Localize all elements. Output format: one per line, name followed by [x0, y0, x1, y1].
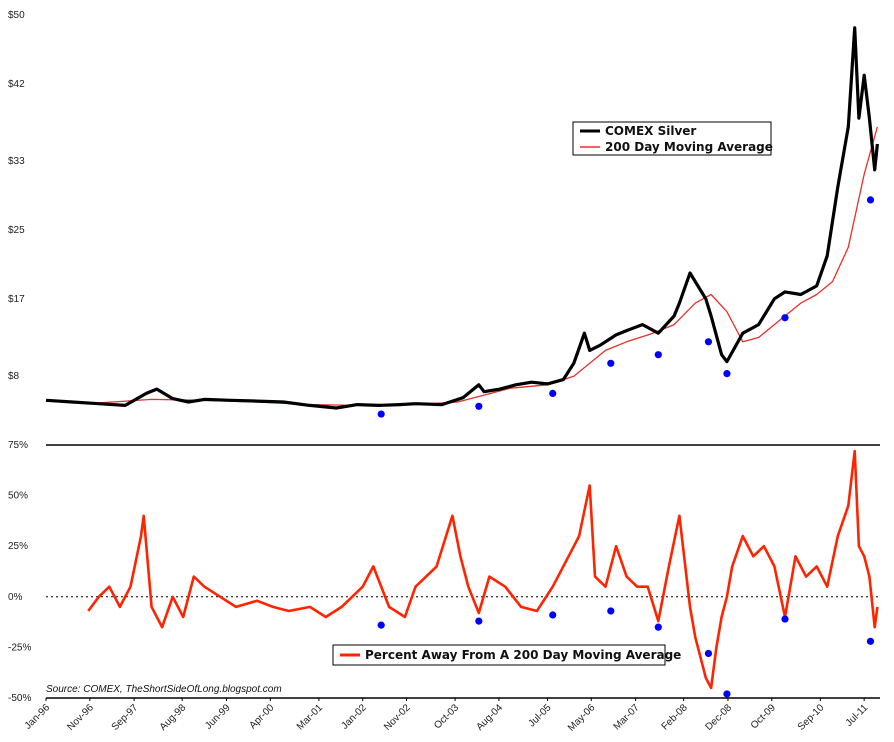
- top-y-tick-label: $25: [8, 225, 25, 236]
- x-tick-label: Jul-05: [527, 702, 554, 729]
- x-tick-label: Aug-98: [158, 702, 189, 733]
- top-y-tick-label: $8: [8, 371, 20, 382]
- bottom-y-tick-label: 50%: [8, 491, 28, 502]
- legend-label-comex-silver: COMEX Silver: [605, 124, 696, 138]
- bottom-marker-point: [723, 690, 731, 698]
- x-tick-label: May-06: [566, 702, 598, 734]
- bottom-marker-point: [704, 649, 713, 658]
- x-tick-label: Nov-02: [382, 702, 413, 733]
- x-tick-label: Oct-09: [749, 702, 778, 731]
- top-y-tick-label: $42: [8, 79, 25, 90]
- bottom-marker-point: [781, 615, 789, 623]
- top-legend: COMEX Silver 200 Day Moving Average: [572, 121, 773, 156]
- source-note: Source: COMEX, TheShortSideOfLong.blogsp…: [46, 684, 282, 695]
- bottom-y-tick-label: -50%: [8, 693, 31, 704]
- comex-silver-line: [45, 26, 879, 410]
- legend-label-moving-average: 200 Day Moving Average: [605, 140, 773, 154]
- x-axis: Jan-96 Nov-96 Sep-97 Aug-98 Jun-99 Apr-00 Mar-…: [23, 698, 871, 734]
- moving-average-line: [45, 126, 879, 407]
- bottom-legend-box: [332, 644, 666, 666]
- x-tick-label: Sep-97: [110, 702, 141, 733]
- x-tick-label: Sep-10: [796, 702, 827, 733]
- x-tick-label: Feb-08: [660, 702, 690, 732]
- x-tick-label: Oct-03: [432, 702, 461, 731]
- bottom-y-tick-label: -25%: [8, 642, 31, 653]
- percent-away-line: [87, 449, 879, 690]
- bottom-marker-point: [866, 637, 875, 645]
- x-tick-label: Mar-07: [612, 702, 642, 732]
- bottom-marker-point: [549, 611, 557, 619]
- top-marker-point: [549, 389, 557, 397]
- bottom-y-tick-label: 75%: [8, 440, 28, 451]
- x-tick-label: Aug-04: [474, 702, 505, 733]
- legend-label-percent-away: Percent Away From A 200 Day Moving Avera…: [365, 648, 681, 662]
- top-marker-point: [866, 196, 875, 204]
- series-layer: [45, 26, 879, 698]
- top-marker-point: [654, 351, 662, 359]
- bottom-panel: -50% -25% 0% 25% 50% 75%: [8, 440, 880, 704]
- bottom-legend: Percent Away From A 200 Day Moving Avera…: [332, 644, 681, 666]
- top-marker-point: [781, 314, 789, 322]
- x-tick-label: Jan-02: [339, 702, 369, 732]
- bottom-marker-point: [654, 623, 662, 631]
- x-tick-label: Jan-96: [23, 702, 53, 732]
- x-tick-label: Nov-96: [65, 702, 96, 733]
- top-legend-box: [572, 121, 772, 156]
- x-tick-label: Mar-01: [295, 702, 325, 732]
- top-y-tick-label: $33: [8, 156, 25, 167]
- x-tick-label: Jul-11: [844, 702, 871, 729]
- bottom-marker-point: [607, 607, 615, 615]
- bottom-marker-point: [475, 617, 483, 625]
- top-y-tick-label: $17: [8, 294, 25, 305]
- bottom-marker-point: [377, 621, 385, 629]
- top-marker-point: [723, 370, 731, 378]
- top-panel: $8 $17 $25 $33 $42 $50: [8, 10, 25, 382]
- x-tick-label: Jun-99: [203, 702, 233, 732]
- top-marker-point: [704, 338, 713, 346]
- bottom-y-tick-label: 0%: [8, 592, 23, 603]
- top-marker-point: [475, 402, 483, 410]
- top-marker-point: [377, 410, 385, 418]
- x-tick-label: Apr-00: [247, 702, 276, 731]
- top-marker-point: [607, 359, 615, 367]
- top-y-tick-label: $50: [8, 10, 25, 21]
- x-tick-label: Dec-08: [704, 702, 735, 733]
- bottom-y-tick-label: 25%: [8, 541, 28, 552]
